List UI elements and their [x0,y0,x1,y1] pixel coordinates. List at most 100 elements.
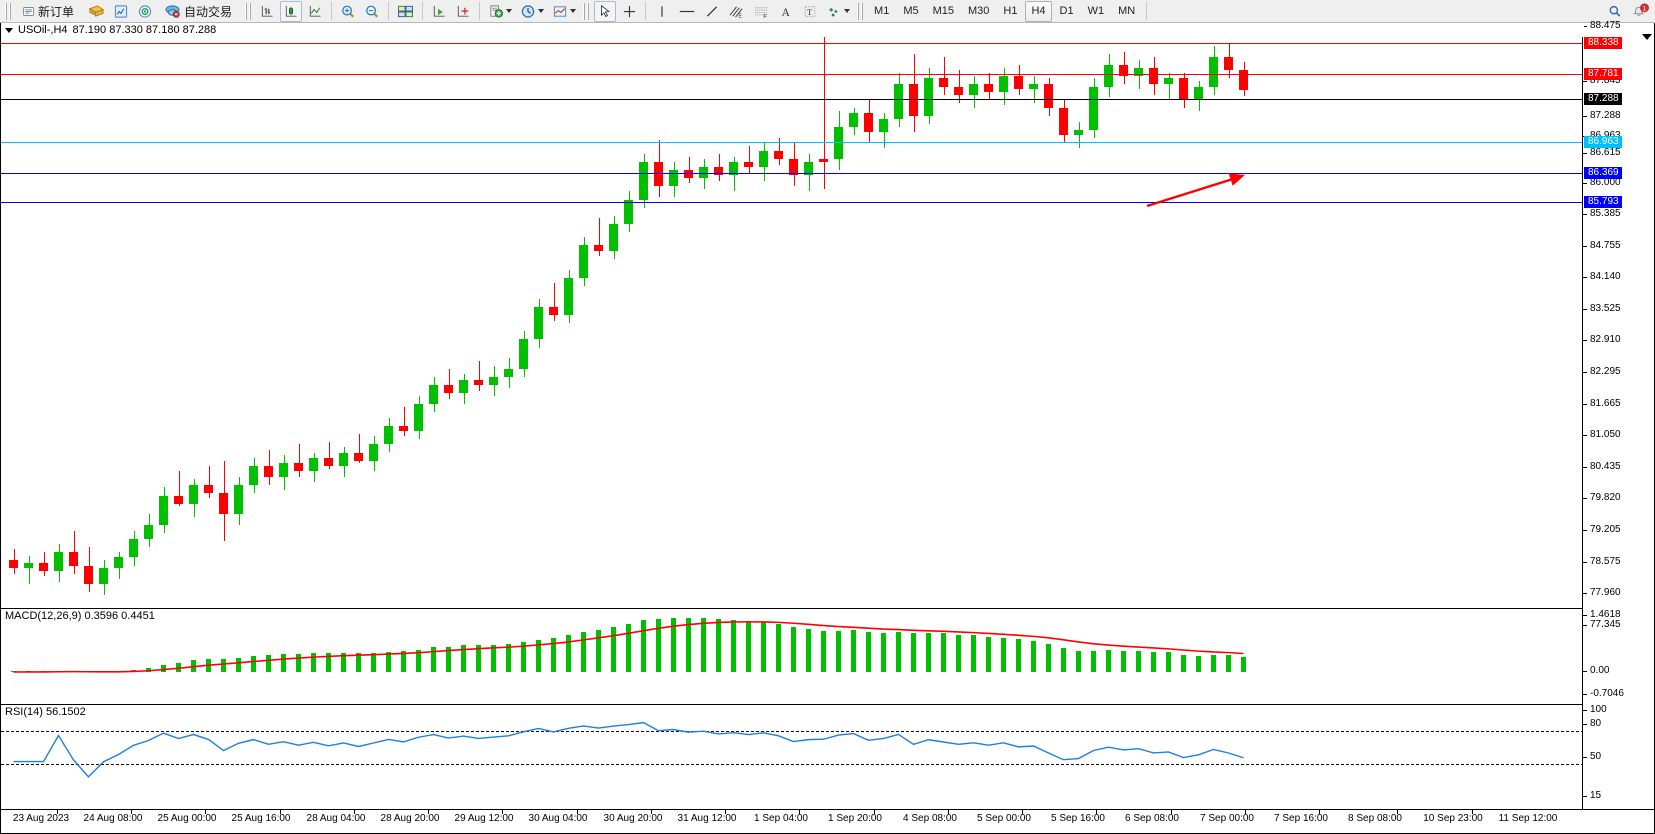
timeframe-h4[interactable]: H4 [1025,0,1052,22]
macd-histogram-bar [641,620,646,672]
time-axis[interactable]: 23 Aug 2023 24 Aug 08:00 25 Aug 00:00 25 Au… [1,809,1654,833]
candle-wick [179,471,180,507]
toolbar-grip-2[interactable] [245,2,253,20]
candle-body [1149,67,1158,84]
candle-body [1029,83,1038,90]
candlestick-chart-button[interactable] [280,0,303,22]
rsi-tick: 50 [1583,751,1655,763]
timeframe-d1[interactable]: D1 [1059,5,1074,17]
zoom-out-button[interactable] [361,1,383,22]
chevron-down-icon-4[interactable] [844,9,851,13]
current-price-line-87288[interactable] [1,99,1584,100]
price-tag-88338[interactable]: 88.338 [1584,37,1622,49]
add-indicator-button[interactable] [485,1,515,22]
support-line-86369[interactable] [1,173,1584,174]
candle-body [534,307,543,340]
market-watch-button[interactable] [110,1,132,22]
price-tag-87781[interactable]: 87.781 [1584,68,1622,80]
timeframe-h1[interactable]: H1 [1003,5,1018,17]
period-separator-button[interactable] [517,1,547,22]
navigator-button[interactable] [134,1,156,22]
rsi-level-80 [1,731,1584,732]
support-line-85793[interactable] [1,202,1584,203]
bar-chart-button[interactable] [256,1,278,22]
crosshair-button[interactable] [618,1,640,22]
macd-histogram-bar [611,626,616,672]
svg-text:T: T [807,7,813,17]
price-tag-85793[interactable]: 85.793 [1584,196,1622,208]
vertical-line-button[interactable] [651,1,673,22]
time-tick [948,810,949,814]
zoom-in-button[interactable] [337,1,359,22]
macd-pane[interactable]: MACD(12,26,9) 0.3596 0.4451 [1,608,1584,704]
chart-shift-button[interactable] [428,1,450,22]
chevron-down-icon-3[interactable] [570,9,577,13]
chevron-down-icon-2[interactable] [538,9,545,13]
toolbar-grip-4[interactable] [857,2,865,20]
candle-body [39,562,48,571]
auto-scroll-button[interactable] [452,1,474,22]
candle-body [549,307,558,316]
auto-trading-button[interactable]: 自动交易 [158,1,241,22]
fibonacci-button[interactable]: F [750,1,773,22]
horizontal-line-button[interactable] [675,1,699,22]
timeframe-m15[interactable]: M15 [932,5,954,17]
rsi-pane[interactable]: RSI(14) 56.1502 [1,704,1584,809]
chevron-down-icon[interactable] [506,9,513,13]
candle-wick [554,282,555,321]
timeframe-mn[interactable]: MN [1118,5,1136,17]
search-button[interactable] [1604,1,1626,22]
cyan-line-86963[interactable] [1,142,1584,143]
resistance-line-88338[interactable] [1,43,1584,44]
candle-body [204,484,213,493]
timeframe-m30[interactable]: M30 [968,5,990,17]
price-pane[interactable] [1,23,1584,608]
candle-body [324,457,333,466]
macd-histogram-bar [761,622,766,672]
line-chart-button[interactable] [304,1,326,22]
text-label-button[interactable]: A [775,1,797,22]
equidistant-channel-icon: E [729,6,743,19]
price-tag-86369[interactable]: 86.369 [1584,167,1622,179]
candle-body [789,159,798,176]
price-tag-86963[interactable]: 86.963 [1584,136,1622,148]
resistance-line-87781[interactable] [1,74,1584,75]
macd-histogram-bar [386,651,391,672]
time-tick [1472,810,1473,814]
candle-body [804,161,813,176]
data-window-button[interactable] [394,1,417,22]
toolbar-grip-3[interactable] [583,2,591,20]
candle-wick [449,369,450,399]
candle-body [384,425,393,445]
toolbar-grip[interactable] [5,2,12,20]
candle-body [99,568,108,585]
time-tick [131,810,132,814]
time-tick [651,810,652,814]
timeframe-w1[interactable]: W1 [1087,5,1105,17]
time-axis-label: 8 Sep 08:00 [1348,813,1402,824]
timeframe-m5[interactable]: M5 [903,5,919,17]
notification-button[interactable]: 1 [1628,1,1652,22]
cursor-button[interactable] [594,0,617,22]
price-tick: 82.295 [1583,366,1655,378]
objects-list-icon [829,7,838,17]
time-tick [874,810,875,814]
candle-body [639,161,648,200]
text-button[interactable]: T [799,1,821,22]
equidistant-channel-button[interactable]: E [725,1,748,22]
macd-histogram-bar [701,618,706,672]
wallet-button[interactable] [85,1,108,22]
macd-histogram-bar [866,631,871,672]
candle-wick [404,406,405,437]
up-arrow-annotation[interactable] [1,23,1584,608]
price-tag-current[interactable]: 87.288 [1584,93,1622,105]
trendline-button[interactable] [701,1,723,22]
templates-button[interactable] [549,1,579,22]
objects-list-button[interactable] [823,1,853,22]
new-order-button[interactable]: 新订单 [16,1,83,22]
scroll-indicator[interactable] [1642,34,1652,40]
chart-menu-caret-icon[interactable] [5,27,13,33]
timeframe-m1[interactable]: M1 [874,5,890,17]
chart-window[interactable]: USOil-,H4 87.190 87.330 87.180 87.288 MA… [0,20,1655,834]
